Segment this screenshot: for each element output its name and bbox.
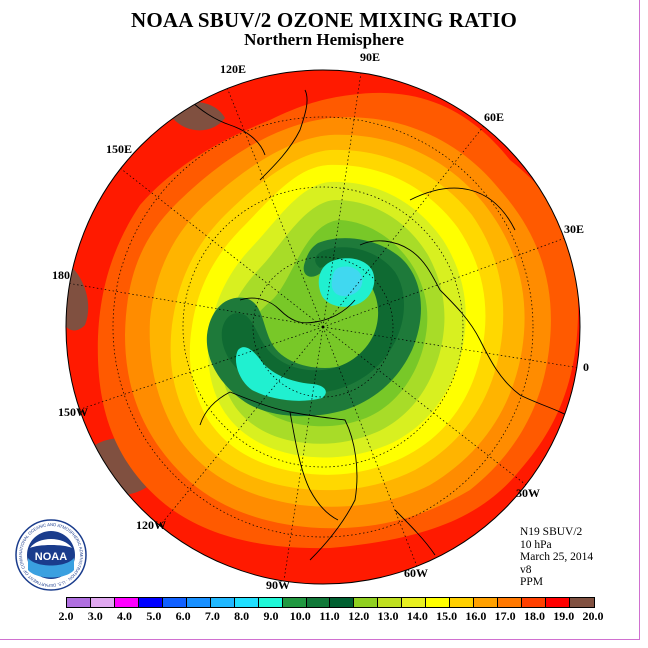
coastlines (189, 89, 576, 561)
color-scale-label: 3.0 (87, 609, 103, 623)
noaa-logo-text: NOAA (35, 551, 67, 563)
lon-label-90e: 90E (360, 50, 381, 64)
image-frame (0, 0, 640, 640)
info-date: March 25, 2014 (520, 551, 594, 563)
color-scale-swatch (67, 598, 91, 607)
color-scale-swatch (354, 598, 379, 607)
field-darker-green (221, 247, 405, 394)
field-light-cyan (331, 266, 363, 297)
color-scale-label: 9.0 (263, 609, 279, 623)
color-scale-label: 5.0 (146, 609, 162, 623)
map-boundary (65, 69, 581, 585)
lon-label-150e: 150E (106, 142, 133, 156)
color-scale-label: 10.0 (289, 609, 311, 623)
color-scale-swatch (522, 598, 547, 607)
color-scale-swatch (138, 598, 163, 607)
color-scale-label: 6.0 (175, 609, 191, 623)
color-scale-label: 17.0 (494, 609, 516, 623)
color-scale-swatch (498, 598, 523, 607)
color-scale-label: 19.0 (553, 609, 575, 623)
lon-label-0: 0 (583, 360, 589, 374)
lon-label-30w: 30W (516, 486, 540, 500)
color-scale-swatch (306, 598, 331, 607)
color-scale-swatch (426, 598, 451, 607)
color-scale-label: 12.0 (348, 609, 370, 623)
product-info: N19 SBUV/2 10 hPa March 25, 2014 v8 PPM (520, 526, 593, 589)
color-scale-label: 7.0 (204, 609, 220, 623)
lon-label-180: 180 (52, 268, 70, 282)
color-scale-swatch (282, 598, 307, 607)
color-scale-label: 14.0 (406, 609, 428, 623)
color-scale-swatch (234, 598, 259, 607)
color-scale-swatch (114, 598, 139, 607)
color-scale-label: 20.0 (582, 609, 604, 623)
color-scale-label: 13.0 (377, 609, 399, 623)
field-cyan-arc (235, 347, 326, 401)
info-version: v8 (520, 563, 532, 576)
map-subtitle: Northern Hemisphere (244, 30, 404, 49)
noaa-logo: NOAA NATIONAL OCEANIC AND ATMOSPHERIC AD… (14, 518, 87, 591)
color-scale-swatch (378, 598, 403, 607)
lon-label-120e: 120E (220, 62, 247, 76)
color-scale-swatch (474, 598, 499, 607)
color-scale-label: 8.0 (234, 609, 250, 623)
color-scale-swatch (570, 598, 594, 607)
lon-label-60e: 60E (484, 110, 505, 124)
map-title: NOAA SBUV/2 OZONE MIXING RATIO (131, 8, 517, 32)
color-scale-swatch (90, 598, 115, 607)
lon-label-30e: 30E (564, 222, 585, 236)
info-satellite: N19 SBUV/2 (520, 526, 583, 538)
color-scale-swatch (402, 598, 427, 607)
color-scale-label: 15.0 (436, 609, 458, 623)
color-scale-swatch (186, 598, 211, 607)
lon-label-150w: 150W (58, 405, 88, 419)
color-scale-swatch (258, 598, 283, 607)
color-scale-label: 2.0 (58, 609, 74, 623)
color-scale-labels: 2.0 3.0 4.0 5.0 6.0 7.0 8.0 9.0 10.0 11.0 12.0 13.0… (52, 609, 612, 625)
lon-label-90w: 90W (266, 578, 290, 592)
color-scale-swatch (546, 598, 571, 607)
color-scale-label: 18.0 (523, 609, 545, 623)
graticule (66, 70, 580, 581)
color-scale-bar (66, 597, 595, 608)
info-level: 10 hPa (520, 538, 552, 551)
color-scale-swatch (162, 598, 187, 607)
lon-label-120w: 120W (136, 518, 166, 532)
color-scale-label: 4.0 (117, 609, 133, 623)
color-scale-label: 16.0 (465, 609, 487, 623)
color-scale-swatch (210, 598, 235, 607)
color-scale-swatch (330, 598, 355, 607)
lon-label-60w: 60W (404, 566, 428, 580)
color-scale-swatch (450, 598, 475, 607)
info-units: PPM (520, 576, 544, 588)
color-scale-label: 11.0 (319, 609, 340, 623)
